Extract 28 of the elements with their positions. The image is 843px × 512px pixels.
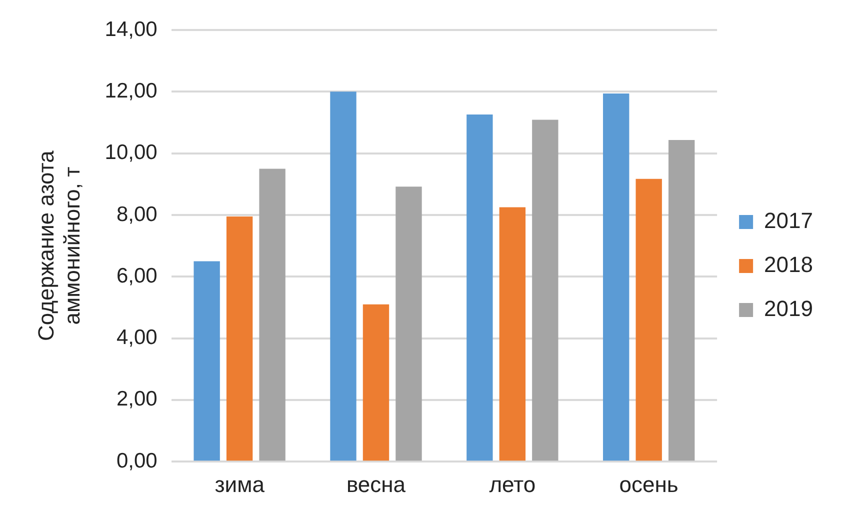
legend-label: 2018: [764, 252, 814, 278]
x-tick-label: зима: [214, 472, 266, 497]
y-axis-title: Содержание азота аммонийного, т: [33, 150, 85, 341]
y-tick-label: 8,00: [116, 202, 158, 226]
legend-label: 2017: [764, 208, 814, 234]
bar: [396, 186, 422, 461]
y-tick-label: 12,00: [104, 79, 158, 102]
bar: [194, 261, 220, 461]
x-tick-label: лето: [489, 472, 536, 497]
y-tick-label: 6,00: [116, 264, 158, 288]
x-tick-label: весна: [346, 472, 406, 497]
bar: [499, 207, 526, 461]
bar: [636, 178, 662, 461]
bar: [226, 216, 253, 461]
bar: [362, 304, 390, 461]
bar: [532, 120, 558, 461]
bar: [603, 94, 630, 461]
legend-label: 2019: [764, 296, 814, 322]
bar: [330, 92, 356, 461]
y-tick-label: 0,00: [116, 449, 158, 472]
y-tick-label: 10,00: [104, 141, 158, 164]
bar: [259, 168, 286, 461]
bar: [466, 114, 493, 461]
y-tick-label: 14,00: [104, 18, 158, 41]
x-tick-label: осень: [619, 472, 678, 497]
y-tick-label: 4,00: [116, 326, 158, 350]
bar: [668, 140, 695, 461]
y-tick-label: 2,00: [116, 388, 158, 411]
